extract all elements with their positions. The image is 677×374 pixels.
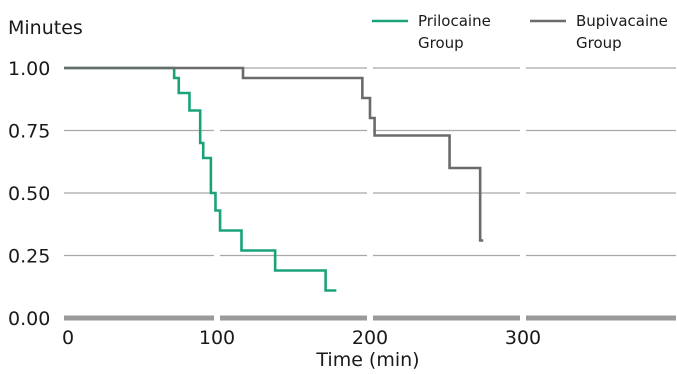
legend: Prilocaine Group Bupivacaine Group xyxy=(372,12,668,52)
x-axis-ticks: 0 100 200 300 xyxy=(62,327,541,349)
x-tick-label: 0 xyxy=(62,327,74,349)
y-axis-label: Minutes xyxy=(8,17,83,39)
x-tick-label: 100 xyxy=(199,327,235,349)
y-tick-label: 1.00 xyxy=(8,58,50,80)
x-axis-label: Time (min) xyxy=(315,349,419,371)
x-tick-label: 200 xyxy=(352,327,388,349)
x-tick-label: 300 xyxy=(505,327,541,349)
y-axis: 0.00 0.25 0.50 0.75 1.00 xyxy=(8,58,50,330)
legend-label: Prilocaine Group xyxy=(418,12,491,52)
series-group xyxy=(64,66,484,292)
y-tick-label: 0.25 xyxy=(8,246,50,268)
legend-label: Bupivacaine Group xyxy=(576,12,668,52)
grid-lines xyxy=(64,67,676,257)
y-tick-label: 0.75 xyxy=(8,121,50,143)
y-tick-label: 0.50 xyxy=(8,183,50,205)
series-line xyxy=(64,66,337,292)
y-tick-label: 0.00 xyxy=(8,308,50,330)
series-line xyxy=(64,66,484,242)
